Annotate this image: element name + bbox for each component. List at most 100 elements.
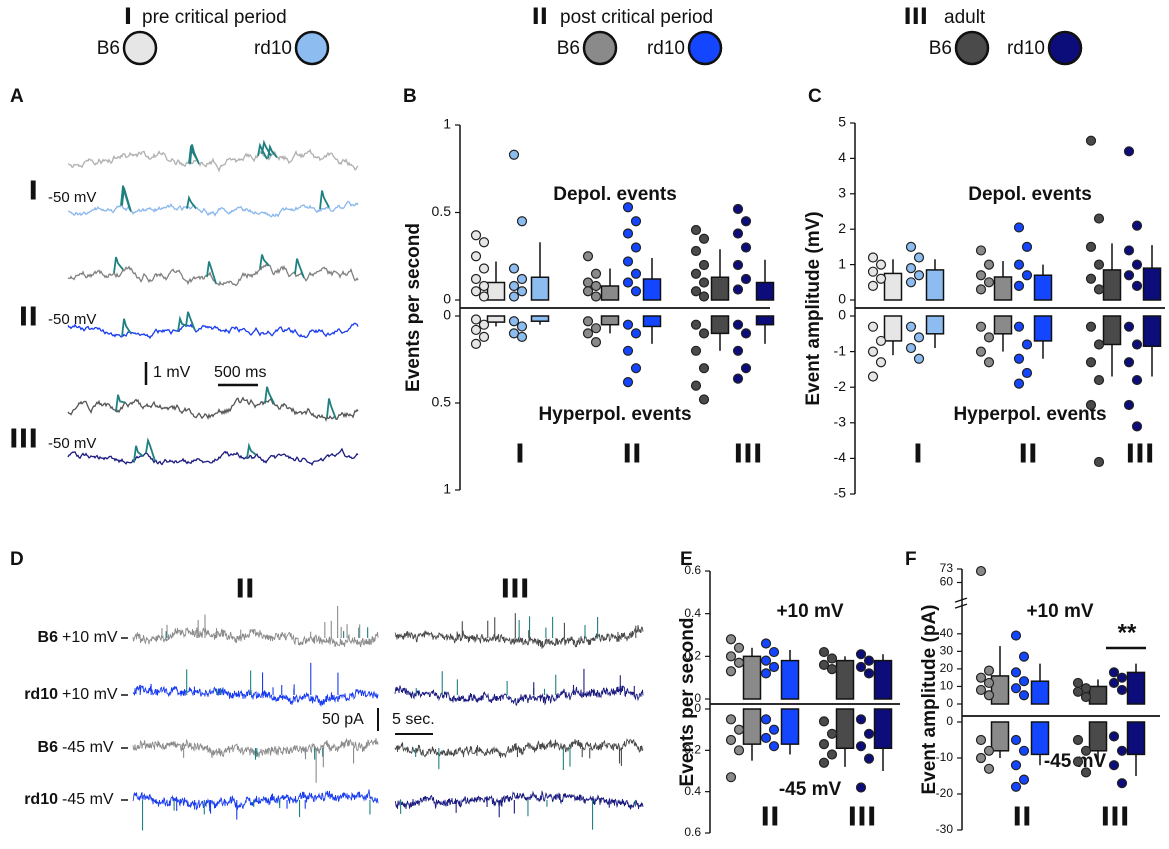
data-point	[975, 284, 987, 295]
data-point	[1085, 321, 1097, 332]
bar	[835, 659, 855, 700]
data-point	[867, 266, 879, 277]
data-point	[508, 149, 520, 160]
y-tick-label: 0	[443, 307, 451, 323]
data-point	[975, 684, 987, 696]
data-point	[622, 319, 634, 330]
y-tick-label: 0.5	[432, 394, 452, 410]
y-tick-label: 0	[443, 291, 451, 307]
data-point	[768, 646, 780, 658]
data-point	[622, 345, 634, 356]
data-point	[622, 377, 634, 388]
bar	[1142, 267, 1162, 301]
bar	[873, 659, 893, 700]
y-axis-label: Events per second	[677, 618, 698, 787]
annotation: Depol. events	[553, 184, 677, 205]
data-point	[983, 332, 995, 343]
data-point	[1131, 220, 1143, 231]
data-point	[508, 280, 520, 292]
panel-label: B	[403, 86, 417, 107]
y-tick-label: 4	[838, 149, 846, 165]
panel-label: A	[10, 86, 24, 107]
spike	[189, 144, 200, 165]
data-point	[818, 646, 830, 658]
data-point	[863, 655, 875, 666]
data-point	[690, 286, 702, 297]
data-point	[1093, 339, 1105, 350]
data-point	[582, 251, 594, 262]
data-point	[760, 668, 772, 679]
bar	[990, 675, 1010, 705]
data-point	[732, 345, 744, 356]
bar	[1033, 274, 1053, 301]
legend-period: adult	[944, 7, 986, 28]
data-point	[975, 565, 987, 577]
data-point	[732, 373, 744, 384]
data-point	[1072, 734, 1084, 746]
data-point	[1085, 241, 1097, 252]
data-point	[1010, 781, 1022, 792]
row-numeral: II	[19, 303, 38, 333]
data-point	[1018, 774, 1030, 785]
data-point	[875, 273, 887, 284]
data-point	[470, 230, 482, 241]
y-tick-label: 0.5	[432, 203, 452, 219]
bar	[1030, 721, 1050, 756]
trace	[67, 263, 359, 287]
y-tick-label: 0	[694, 691, 701, 705]
data-point	[733, 642, 745, 653]
group-label: III	[733, 440, 762, 470]
trace	[68, 200, 359, 218]
data-point	[1085, 399, 1097, 411]
data-point	[1131, 421, 1143, 432]
data-point	[826, 728, 838, 739]
y-tick-label: 0	[946, 714, 953, 728]
data-point	[1013, 259, 1025, 270]
trace	[394, 790, 644, 810]
y-tick-label: -5	[834, 485, 847, 501]
legend-numeral: I	[124, 5, 132, 30]
holding-voltage: -45 mV	[62, 791, 114, 808]
y-tick-label: 0	[694, 701, 701, 715]
data-point	[855, 782, 867, 793]
y-axis-label: Event amplitude (pA)	[919, 604, 940, 794]
data-point	[508, 263, 520, 274]
data-point	[975, 752, 987, 764]
group-label: III	[1100, 803, 1129, 833]
y-tick-label: 2	[838, 220, 846, 236]
data-point	[478, 291, 490, 302]
y-tick-label: -20	[936, 786, 954, 800]
spike	[115, 394, 126, 412]
data-point	[818, 757, 830, 768]
group-label: II	[622, 440, 641, 470]
data-point	[732, 203, 744, 215]
y-tick-label: 0.4	[684, 784, 701, 798]
y-tick-label: 20	[940, 661, 954, 675]
data-point	[1131, 280, 1143, 291]
data-point	[855, 661, 867, 673]
y-tick-label: 0	[838, 291, 846, 307]
data-point	[630, 328, 642, 339]
data-point	[1013, 222, 1025, 233]
legend-swatch	[294, 30, 330, 66]
y-tick-label: 0	[838, 307, 846, 323]
data-point	[590, 280, 602, 292]
data-point	[622, 256, 634, 267]
data-point	[690, 224, 702, 236]
row-numeral: III	[9, 425, 38, 455]
strain-label: B6	[38, 739, 59, 756]
scale-label: 50 pA	[322, 711, 364, 728]
bar	[835, 708, 855, 750]
legend-strain: B6	[557, 38, 580, 59]
group-label: I	[913, 440, 923, 470]
data-point	[975, 245, 987, 256]
data-point	[516, 331, 528, 342]
data-point	[698, 259, 710, 271]
data-point	[582, 328, 594, 339]
y-tick-label: 10	[940, 679, 954, 693]
legend-strain: B6	[97, 38, 120, 59]
data-point	[760, 655, 772, 666]
spike	[177, 315, 188, 332]
data-point	[818, 659, 830, 670]
data-point	[1123, 357, 1135, 368]
